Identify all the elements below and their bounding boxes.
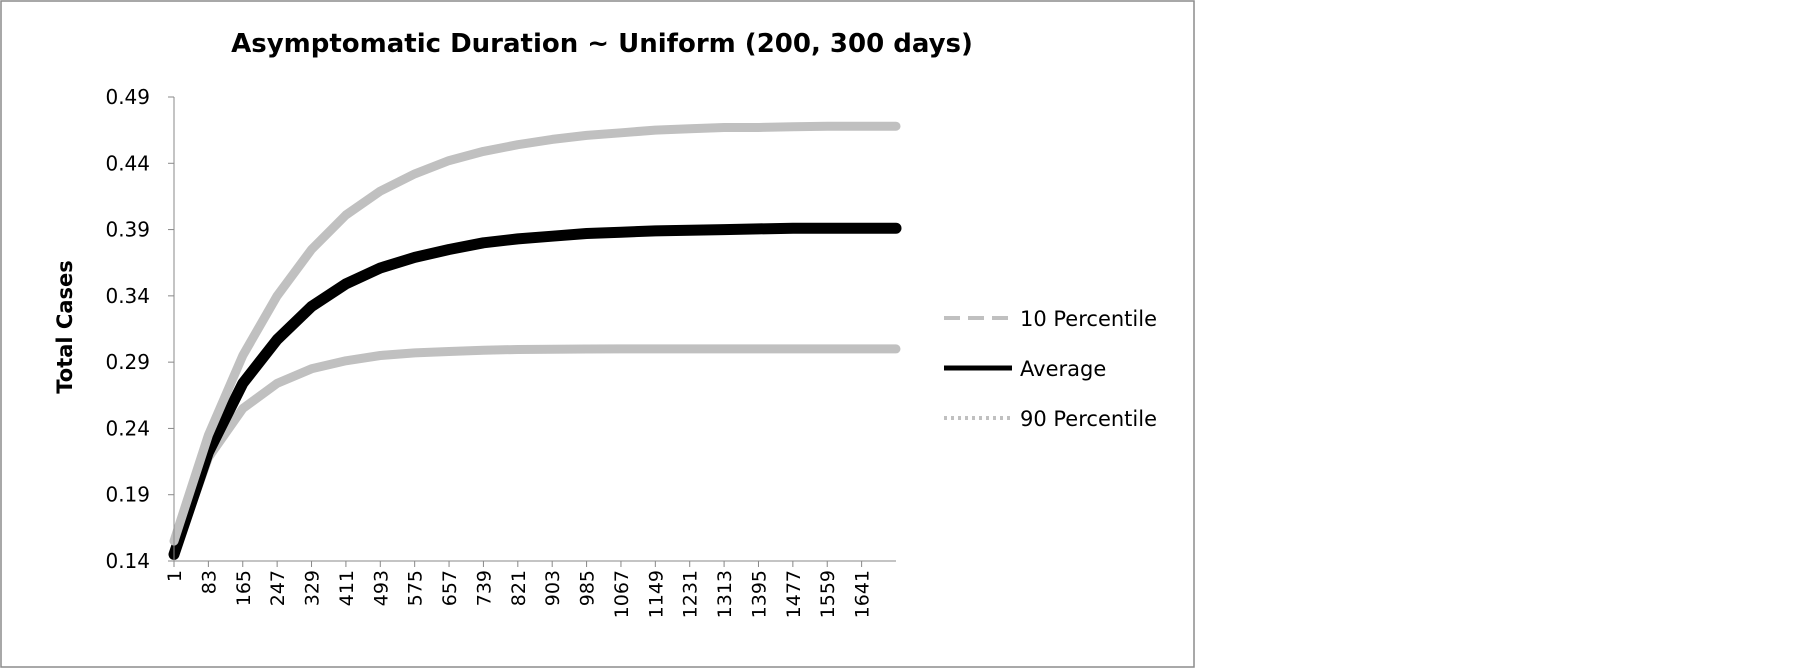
x-tick-label: 1395: [748, 570, 770, 618]
chart-title: Asymptomatic Duration ~ Uniform (200, 30…: [231, 29, 973, 59]
x-tick-label: 1477: [783, 570, 805, 618]
x-tick-label: 821: [508, 570, 530, 606]
legend-label: Average: [1020, 357, 1106, 381]
x-tick-label: 329: [302, 570, 324, 606]
x-tick-label: 575: [405, 570, 427, 606]
y-tick-label: 0.44: [105, 151, 150, 175]
x-tick-label: 1559: [817, 570, 839, 618]
x-tick-label: 165: [233, 570, 255, 606]
y-tick-label: 0.29: [105, 350, 150, 374]
legend-label: 90 Percentile: [1020, 407, 1157, 431]
legend-label: 10 Percentile: [1020, 307, 1157, 331]
y-ticks: 0.49 0.44 0.39 0.34 0.29 0.24 0.19 0.14: [105, 85, 174, 573]
x-tick-label: 985: [577, 570, 599, 606]
series-line-10-percentile: [169, 344, 901, 559]
x-tick-label: 247: [267, 570, 289, 606]
chart-border: [0, 0, 1195, 668]
x-tick-label: 411: [336, 570, 358, 606]
y-axis-label: Total Cases: [53, 260, 77, 394]
x-tick-label: 1313: [714, 570, 736, 618]
y-tick-label: 0.34: [105, 284, 150, 308]
x-ticks: 1 83 165 247 329 411 493 575 657 739 821 903 985 1067…: [164, 561, 874, 618]
series-lines: [168, 121, 902, 560]
series-line-90-percentile: [169, 121, 901, 546]
series-line-average: [168, 222, 902, 560]
x-tick-label: 1149: [645, 570, 667, 618]
x-tick-label: 657: [439, 570, 461, 606]
x-tick-label: 903: [542, 570, 564, 606]
x-tick-label: 1231: [680, 570, 702, 618]
y-tick-label: 0.19: [105, 483, 150, 507]
x-tick-label: 493: [370, 570, 392, 606]
x-tick-label: 1067: [611, 570, 633, 618]
y-tick-label: 0.49: [105, 85, 150, 109]
y-tick-label: 0.24: [105, 416, 150, 440]
x-tick-label: 1641: [852, 570, 874, 618]
y-tick-label: 0.39: [105, 218, 150, 242]
legend: 10 Percentile Average 90 Percentile: [944, 307, 1157, 431]
y-tick-label: 0.14: [105, 549, 150, 573]
x-tick-label: 739: [473, 570, 495, 606]
x-tick-label: 83: [198, 570, 220, 594]
x-tick-label: 1: [164, 570, 186, 582]
